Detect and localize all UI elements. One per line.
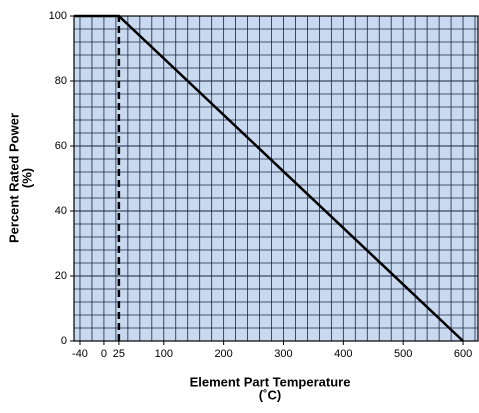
- x-tick-label: 500: [394, 348, 412, 360]
- y-axis-label: (%): [19, 168, 34, 188]
- y-tick-label: 60: [55, 140, 67, 152]
- x-tick-label: 0: [101, 348, 107, 360]
- y-tick-label: 80: [55, 75, 67, 87]
- plot-background: [74, 16, 478, 341]
- y-tick-label: 0: [61, 335, 67, 347]
- x-tick-label: 300: [274, 348, 292, 360]
- x-tick-label: 100: [155, 348, 173, 360]
- x-tick-label: -40: [72, 348, 88, 360]
- x-tick-label: 400: [334, 348, 352, 360]
- x-axis-label: Element Part Temperature: [190, 374, 351, 389]
- y-tick-label: 100: [49, 10, 67, 22]
- x-tick-label: 25: [113, 348, 125, 360]
- y-tick-label: 40: [55, 205, 67, 217]
- y-tick-label: 20: [55, 270, 67, 282]
- x-tick-label: 200: [214, 348, 232, 360]
- x-tick-label: 600: [454, 348, 472, 360]
- y-axis-label: Percent Rated Power: [6, 113, 21, 243]
- plot-border: [73, 15, 479, 342]
- x-axis-label: (˚C): [259, 387, 281, 402]
